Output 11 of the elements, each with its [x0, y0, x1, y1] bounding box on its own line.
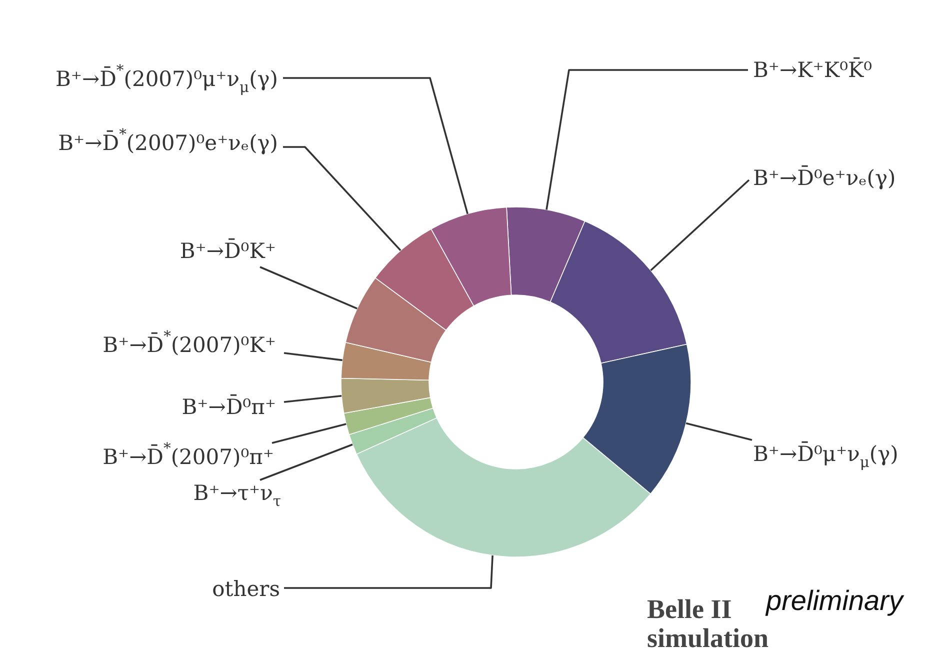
slice-label: B⁺→D̄$^{*}$(2007)⁰e⁺νₑ(γ)	[58, 126, 278, 155]
slice-label: B⁺→D̄⁰K⁺	[180, 238, 276, 263]
slice-label: B⁺→D̄⁰μ⁺ν$_{μ}$(γ)	[753, 441, 898, 471]
slice-label: others	[212, 577, 280, 601]
slice-label: B⁺→τ⁺ν$_{τ}$	[193, 481, 281, 510]
slice-label: B⁺→D̄$^{*}$(2007)⁰K⁺	[102, 328, 276, 357]
slice-label: B⁺→D̄$^{*}$(2007)⁰π⁺	[102, 440, 274, 469]
slice-label: B⁺→D̄$^{*}$(2007)⁰μ⁺ν$_{μ}$(γ)	[55, 62, 278, 96]
slice-label: B⁺→D̄⁰π⁺	[182, 394, 276, 419]
slice-label: B⁺→K⁺K⁰K̄⁰	[753, 57, 872, 82]
slice-label: B⁺→D̄⁰e⁺νₑ(γ)	[753, 165, 896, 190]
